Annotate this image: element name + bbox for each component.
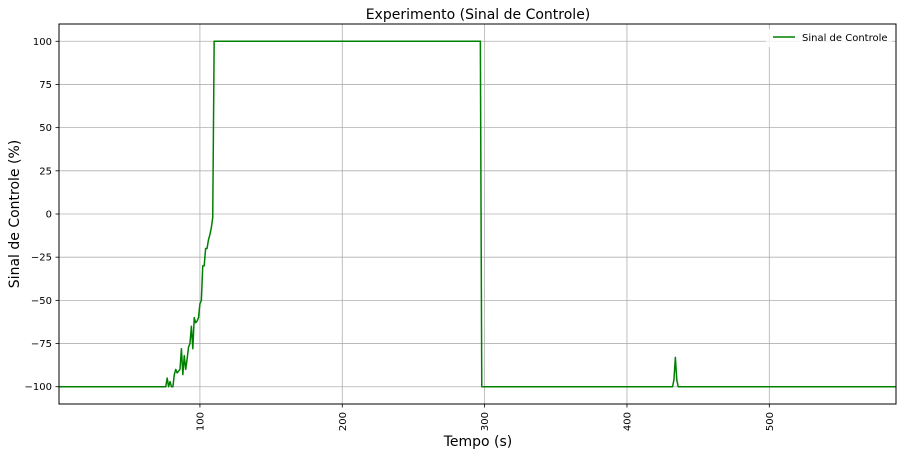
y-tick-label: 50 <box>39 123 52 134</box>
x-tick-label: 100 <box>195 412 206 431</box>
legend-label: Sinal de Controle <box>802 33 888 44</box>
grid <box>59 24 896 404</box>
y-tick-label: −50 <box>31 296 52 307</box>
x-tick-label: 400 <box>622 412 633 431</box>
legend: Sinal de Controle <box>766 29 892 47</box>
x-tick-label: 200 <box>338 412 349 431</box>
y-tick-label: 25 <box>39 166 52 177</box>
y-axis-label: Sinal de Controle (%) <box>7 140 23 288</box>
y-tick-label: −25 <box>31 253 52 264</box>
y-tick-label: −100 <box>25 382 52 393</box>
y-tick-label: −75 <box>31 339 52 350</box>
y-tick-label: 100 <box>33 37 52 48</box>
y-tick-label: 75 <box>39 80 52 91</box>
series-layer <box>59 40 896 388</box>
x-axis-ticks: 100 200 300 400 500 <box>195 404 776 431</box>
x-axis-label: Tempo (s) <box>443 434 513 450</box>
x-tick-label: 300 <box>480 412 491 431</box>
x-tick-label: 500 <box>765 412 776 431</box>
y-tick-label: 0 <box>46 210 52 221</box>
series-line <box>59 40 896 388</box>
chart-title: Experimento (Sinal de Controle) <box>366 7 591 23</box>
y-axis-ticks: 100 75 50 25 0 −25 −50 −75 −100 <box>25 37 59 393</box>
legend-box <box>766 29 892 47</box>
